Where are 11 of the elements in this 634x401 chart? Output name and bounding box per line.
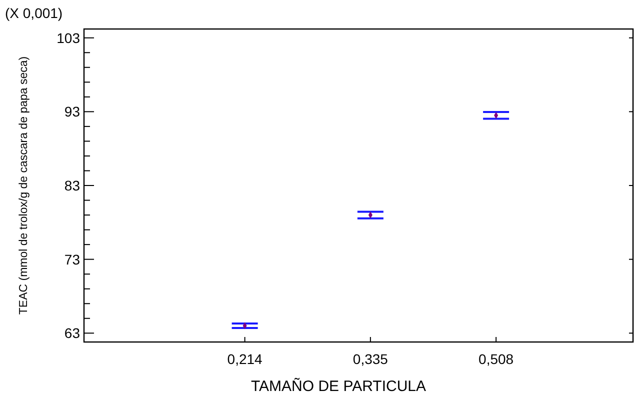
- text: (X 0,001): [5, 5, 63, 21]
- x-axis-title: TAMAÑO DE PARTICULA: [250, 377, 426, 395]
- y-tick-label: 103: [56, 30, 80, 46]
- y-tick-label: 63: [64, 325, 80, 342]
- x-tick-label: 0,335: [352, 351, 388, 367]
- y-tick-label: 83: [64, 178, 80, 194]
- x-tick-label: 0,214: [227, 351, 263, 367]
- y-tick-label: 93: [64, 104, 80, 120]
- y-axis-title: TEAC (mmol de trolox/g de cascara de papa seca): [18, 56, 30, 315]
- y-tick-label: 73: [64, 251, 80, 268]
- x-tick-label: 0,508: [478, 351, 514, 367]
